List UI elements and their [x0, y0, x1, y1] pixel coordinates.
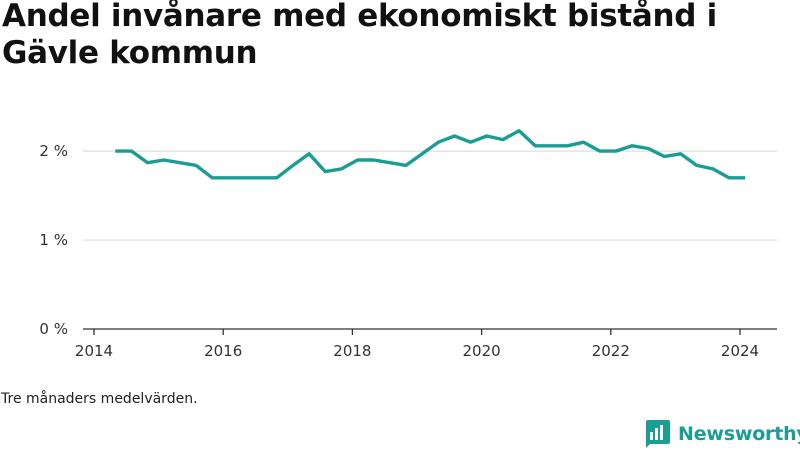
newsworthy-logo-icon	[646, 420, 670, 448]
x-axis-ticks: 2014 2016 2018 2020 2022 2024	[75, 329, 759, 360]
series-line	[115, 128, 746, 180]
x-tick-label: 2020	[463, 342, 501, 360]
y-axis-ticks: 0 % 1 % 2 %	[39, 142, 68, 338]
series-layer	[115, 128, 746, 180]
chart-note: Tre månaders medelvärden.	[1, 391, 198, 407]
brand-logo: Newsworthy	[644, 420, 800, 448]
y-tick-label: 2 %	[39, 142, 68, 160]
chart: 0 % 1 % 2 % 2014 2016 2018 2020 2022 2024	[39, 128, 777, 360]
brand-name: Newsworthy	[678, 423, 800, 445]
x-tick-label: 2024	[721, 342, 759, 360]
y-tick-label: 0 %	[39, 320, 68, 338]
x-tick-label: 2014	[75, 342, 113, 360]
x-tick-label: 2018	[333, 342, 371, 360]
x-tick-label: 2016	[204, 342, 242, 360]
chart-title: Andel invånare med ekonomiskt bistånd i …	[2, 0, 717, 71]
x-tick-label: 2022	[592, 342, 630, 360]
grid-lines	[83, 150, 777, 241]
y-tick-label: 1 %	[39, 231, 68, 249]
